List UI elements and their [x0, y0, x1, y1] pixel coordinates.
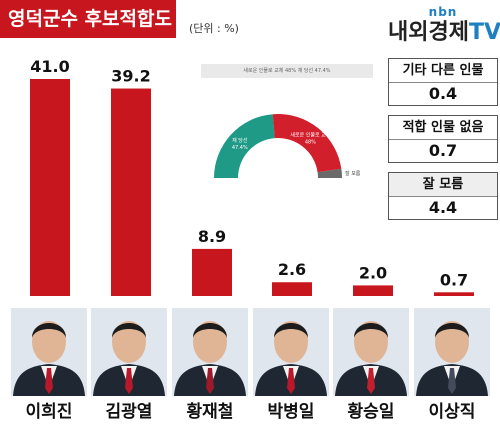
- candidate-name-1: 이희진: [25, 402, 73, 422]
- bar-3: [192, 248, 232, 296]
- portrait-icon: [416, 321, 488, 396]
- candidate-name-2: 김광열: [105, 402, 153, 422]
- inset-legend: 새로운 인물로 교체 48% 재 당선 47.4%: [201, 64, 373, 78]
- logo-nbn-text: nbn: [428, 5, 458, 19]
- candidate-photo-5: [333, 308, 409, 396]
- no-suitable-box: 적합 인물 없음 0.7: [388, 115, 498, 163]
- inset-pie-panel: 새로운 인물로 교체 48% 재 당선 47.4% 재 당선 47.4% 새로운 인…: [199, 58, 375, 188]
- bar-value-label-2: 39.2: [111, 67, 150, 86]
- pie-slice-label-1: 재 당선: [232, 137, 248, 144]
- candidate-name-6: 이상직: [428, 402, 476, 422]
- candidate-photo-2: [91, 308, 167, 396]
- broadcaster-logo: nbn 내외경제TV: [388, 5, 500, 50]
- pie-slice-1: [214, 114, 275, 178]
- pie-slice-label-2: 새로운 인물로 교체: [290, 131, 330, 138]
- candidate-name-4: 박병일: [267, 402, 315, 422]
- other-person-label: 기타 다른 인물: [389, 59, 497, 83]
- logo-tv: TV: [468, 20, 500, 45]
- bar-4: [272, 282, 312, 296]
- dont-know-value: 4.4: [428, 198, 458, 217]
- bar-value-label-1: 41.0: [30, 57, 69, 76]
- bar-2: [111, 88, 151, 297]
- portrait-icon: [174, 321, 246, 396]
- candidate-name-5: 황승일: [347, 402, 395, 422]
- bar-value-label-3: 8.9: [198, 227, 226, 246]
- portrait-icon: [335, 321, 407, 396]
- no-suitable-label: 적합 인물 없음: [389, 116, 497, 140]
- pie-slice-label-3: 잘 모름: [345, 170, 361, 177]
- candidate-photo-3: [172, 308, 248, 396]
- bar-value-label-5: 2.0: [359, 263, 387, 282]
- bar-5: [353, 285, 393, 296]
- chart-title: 영덕군수 후보적합도: [0, 0, 176, 38]
- other-person-box: 기타 다른 인물 0.4: [388, 58, 498, 106]
- bar-6: [434, 292, 474, 296]
- dont-know-box: 잘 모름 4.4: [388, 172, 498, 220]
- logo-main-text: 내외경제TV: [388, 19, 500, 47]
- pie-slice-value-2: 48%: [305, 139, 316, 145]
- bar-1: [30, 79, 70, 296]
- portrait-icon: [93, 321, 165, 396]
- candidate-photo-6: [414, 308, 490, 396]
- portrait-icon: [13, 321, 85, 396]
- logo-name: 내외경제: [388, 20, 469, 45]
- pie-slice-value-1: 47.4%: [232, 145, 248, 151]
- pie-slice-3: [317, 168, 342, 178]
- bar-value-label-4: 2.6: [278, 260, 306, 279]
- bar-value-label-6: 0.7: [440, 270, 468, 289]
- dont-know-label: 잘 모름: [389, 173, 497, 197]
- unit-label: (단위 : %): [189, 22, 239, 35]
- no-suitable-value: 0.7: [428, 141, 458, 160]
- pie-slice-2: [272, 114, 342, 173]
- candidate-photo-1: [11, 308, 87, 396]
- candidate-name-3: 황재철: [186, 402, 234, 422]
- portrait-icon: [255, 321, 327, 396]
- candidate-photo-4: [253, 308, 329, 396]
- other-person-value: 0.4: [428, 84, 458, 103]
